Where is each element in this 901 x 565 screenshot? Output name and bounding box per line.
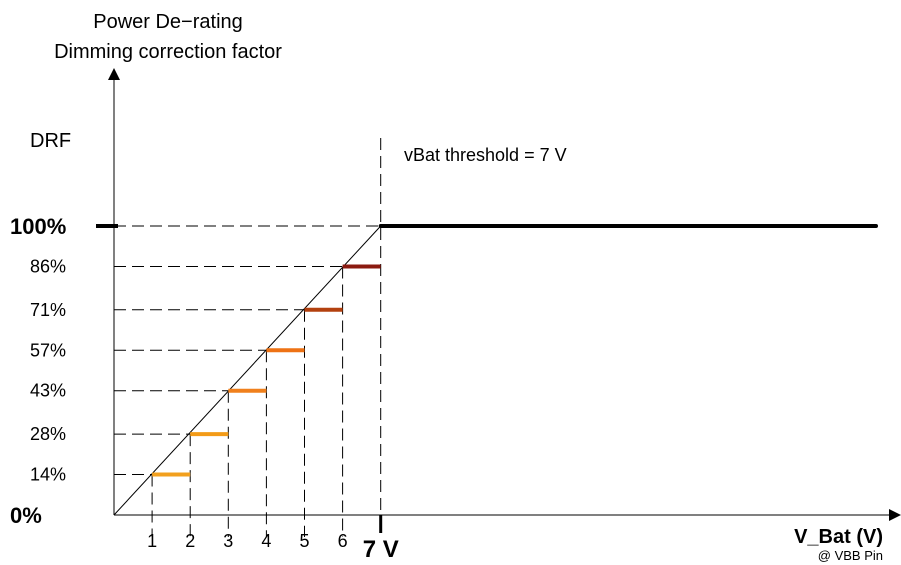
y-tick-label: 86% xyxy=(30,256,66,276)
x-axis-arrow xyxy=(889,509,901,521)
x-tick-label: 5 xyxy=(299,531,309,551)
tick-labels: 0% 14% 28% 43% 57% 71% 86% 100% 1 2 3 4 5 6 7 V xyxy=(10,214,399,563)
y-tick-label: 71% xyxy=(30,300,66,320)
y-tick-label: 28% xyxy=(30,424,66,444)
x-tick-label: 7 V xyxy=(363,536,399,563)
ramp-line xyxy=(113,225,382,516)
axes xyxy=(96,68,901,533)
y-series-label: DRF xyxy=(30,130,71,152)
x-tick-label: 2 xyxy=(185,531,195,551)
y-axis-arrow xyxy=(108,68,120,80)
x-tick-label: 1 xyxy=(147,531,157,551)
y-axis-label-line-2: Dimming correction factor xyxy=(54,41,282,63)
x-tick-label: 6 xyxy=(338,531,348,551)
x-axis-label: V_Bat (V) xyxy=(794,526,883,548)
x-axis-sublabel: @ VBB Pin xyxy=(818,548,883,563)
y-tick-label: 57% xyxy=(30,340,66,360)
data-lines xyxy=(113,224,878,516)
threshold-annotation: vBat threshold = 7 V xyxy=(404,145,567,165)
guide-lines xyxy=(96,138,382,537)
y-tick-label: 14% xyxy=(30,465,66,485)
y-tick-label: 0% xyxy=(10,503,42,528)
y-tick-label: 100% xyxy=(10,214,66,239)
y-tick-label: 43% xyxy=(30,381,66,401)
x-tick-label: 3 xyxy=(223,531,233,551)
x-tick-label: 4 xyxy=(261,531,271,551)
y-axis-label-line-1: Power De−rating xyxy=(93,11,243,33)
step-segments xyxy=(152,264,381,477)
